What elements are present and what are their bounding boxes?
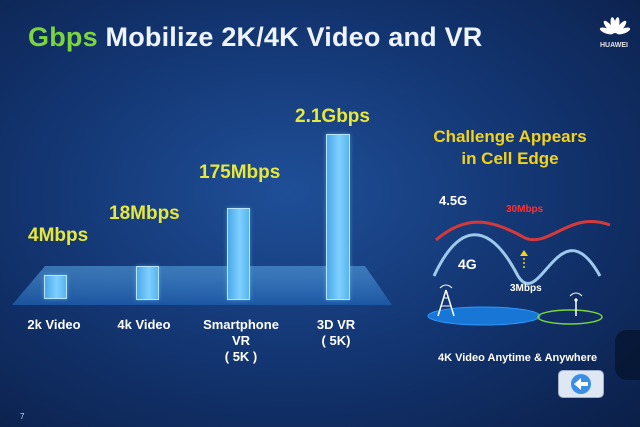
category-line: Smartphone <box>203 317 279 332</box>
coverage-edge <box>537 309 603 325</box>
coverage-area <box>427 306 541 326</box>
challenge-heading: Challenge Appears in Cell Edge <box>420 126 600 170</box>
bar-value-label: 175Mbps <box>199 162 281 183</box>
category-line: VR <box>231 333 251 348</box>
back-button[interactable] <box>558 370 604 398</box>
bar-value-label: 18Mbps <box>109 203 180 224</box>
curve-4g <box>432 233 602 285</box>
bar-value-label: 2.1Gbps <box>295 106 370 127</box>
category-line: 2k Video <box>27 317 81 332</box>
challenge-line: in Cell Edge <box>461 149 559 168</box>
label-45g: 4.5G <box>439 193 468 208</box>
huawei-logo-icon <box>599 17 631 35</box>
category-line: ( 5K ) <box>224 349 258 364</box>
challenge-line: Challenge Appears <box>433 127 587 146</box>
cell-edge-diagram <box>427 219 611 326</box>
logo-text: HUAWEI <box>600 42 628 49</box>
category-label: 2k Video <box>14 317 94 333</box>
anytime-caption: 4K Video Anytime & Anywhere <box>438 352 598 364</box>
bar-value-label: 4Mbps <box>28 225 89 246</box>
title-highlight: Gbps <box>28 22 98 52</box>
category-label: 4k Video <box>104 317 184 333</box>
page-number: 7 <box>20 412 25 421</box>
category-line: 4k Video <box>117 317 171 332</box>
bar-3d-vr <box>326 134 350 300</box>
category-line: 3D VR <box>316 317 356 332</box>
label-30mbps: 30Mbps <box>506 204 544 215</box>
label-4g: 4G <box>458 256 477 272</box>
back-arrow-icon <box>571 374 591 394</box>
up-arrow-icon <box>520 250 528 268</box>
title-text: Mobilize 2K/4K Video and VR <box>105 22 483 52</box>
bar-4k-video <box>136 266 159 300</box>
wifi-antenna-icon <box>569 292 583 316</box>
category-line: ( 5K) <box>321 333 351 348</box>
curve-45g <box>435 219 611 242</box>
cell-tower-icon <box>437 284 455 317</box>
bar-smartphone-vr <box>227 208 250 300</box>
category-label: 3D VR ( 5K) <box>296 317 376 349</box>
bar-2k-video <box>44 275 67 299</box>
slide-title: Gbps Mobilize 2K/4K Video and VR <box>28 22 482 53</box>
label-3mbps: 3Mbps <box>510 283 542 294</box>
side-edge <box>615 330 640 380</box>
category-label: Smartphone VR ( 5K ) <box>193 317 289 365</box>
